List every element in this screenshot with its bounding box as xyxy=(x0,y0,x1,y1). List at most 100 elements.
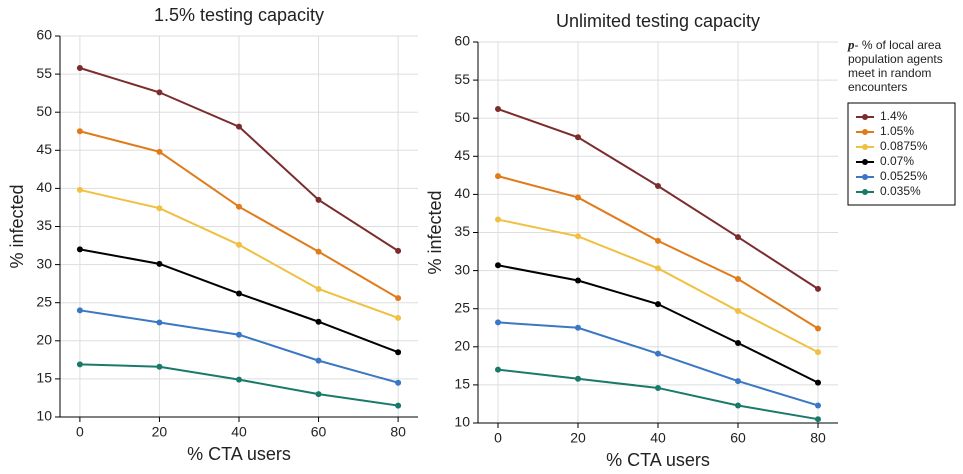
legend-point xyxy=(862,159,868,165)
point xyxy=(395,247,402,254)
point xyxy=(156,89,163,96)
point xyxy=(735,275,741,282)
point xyxy=(76,246,83,253)
x-axis-label: % CTA users xyxy=(187,444,291,464)
y-tick-label: 20 xyxy=(36,332,52,348)
y-tick-label: 30 xyxy=(454,261,470,277)
legend-point xyxy=(862,129,868,135)
x-tick-label: 20 xyxy=(152,424,168,440)
point xyxy=(815,416,821,423)
point xyxy=(236,376,242,383)
point xyxy=(655,265,661,272)
x-tick-label: 60 xyxy=(311,424,327,440)
point xyxy=(655,384,661,391)
x-tick-label: 40 xyxy=(231,424,247,440)
x-tick-label: 0 xyxy=(494,430,502,446)
point xyxy=(395,295,402,302)
point xyxy=(315,391,322,398)
x-axis-label: % CTA users xyxy=(606,450,710,470)
y-tick-label: 15 xyxy=(454,376,470,392)
y-tick-label: 55 xyxy=(454,71,470,87)
x-tick-label: 40 xyxy=(650,430,666,446)
point xyxy=(655,237,661,244)
y-tick-label: 60 xyxy=(454,33,470,49)
x-tick-label: 0 xyxy=(76,424,84,440)
point xyxy=(815,349,821,356)
point xyxy=(495,216,501,223)
point xyxy=(236,123,242,130)
point xyxy=(575,277,581,284)
point xyxy=(815,379,821,386)
point xyxy=(236,290,242,297)
point xyxy=(495,106,501,113)
y-tick-label: 15 xyxy=(36,370,52,386)
point xyxy=(236,203,242,210)
y-tick-label: 40 xyxy=(454,185,470,201)
y-tick-label: 10 xyxy=(36,408,52,424)
legend-label: 0.07% xyxy=(880,154,914,168)
point xyxy=(315,318,322,325)
point xyxy=(735,307,741,314)
point xyxy=(315,248,322,255)
point xyxy=(156,319,163,326)
point xyxy=(575,194,581,201)
point xyxy=(76,128,83,135)
point xyxy=(236,331,242,338)
point xyxy=(76,361,83,368)
y-axis-label: % infected xyxy=(7,184,27,268)
point xyxy=(735,378,741,385)
point xyxy=(575,134,581,141)
chart-title: Unlimited testing capacity xyxy=(556,11,760,31)
point xyxy=(495,262,501,269)
y-tick-label: 50 xyxy=(454,109,470,125)
y-tick-label: 50 xyxy=(36,103,52,119)
legend-label: 1.4% xyxy=(880,109,908,123)
y-tick-label: 40 xyxy=(36,179,52,195)
y-tick-label: 25 xyxy=(454,299,470,315)
legend-text: - % of local area population agents meet… xyxy=(848,38,943,94)
y-tick-label: 20 xyxy=(454,338,470,354)
y-tick-label: 35 xyxy=(454,223,470,239)
legend-point xyxy=(862,114,868,120)
y-axis-label: % infected xyxy=(425,190,445,274)
point xyxy=(575,324,581,331)
point xyxy=(315,357,322,364)
point xyxy=(236,241,242,248)
point xyxy=(395,379,402,386)
legend-symbol: p xyxy=(848,37,855,52)
point xyxy=(76,307,83,314)
point xyxy=(655,301,661,308)
point xyxy=(655,350,661,357)
legend-label: 0.0875% xyxy=(880,139,928,153)
y-tick-label: 60 xyxy=(36,27,52,43)
legend-point xyxy=(862,189,868,195)
point xyxy=(575,375,581,382)
point xyxy=(495,319,501,326)
x-tick-label: 80 xyxy=(390,424,406,440)
point xyxy=(315,285,322,292)
point xyxy=(395,349,402,356)
point xyxy=(815,285,821,292)
x-tick-label: 20 xyxy=(570,430,586,446)
point xyxy=(495,366,501,373)
point xyxy=(815,325,821,332)
chart-title: 1.5% testing capacity xyxy=(154,5,324,25)
point xyxy=(156,205,163,212)
x-tick-label: 80 xyxy=(810,430,826,446)
legend-label: 0.035% xyxy=(880,184,921,198)
point xyxy=(76,186,83,193)
point xyxy=(655,183,661,190)
legend-box xyxy=(847,102,956,206)
point xyxy=(735,339,741,346)
legend-label: 1.05% xyxy=(880,124,914,138)
legend-point xyxy=(862,174,868,180)
point xyxy=(315,196,322,203)
point xyxy=(815,402,821,409)
point xyxy=(735,234,741,241)
point xyxy=(735,402,741,409)
y-tick-label: 10 xyxy=(454,414,470,430)
point xyxy=(395,402,402,409)
point xyxy=(76,65,83,72)
